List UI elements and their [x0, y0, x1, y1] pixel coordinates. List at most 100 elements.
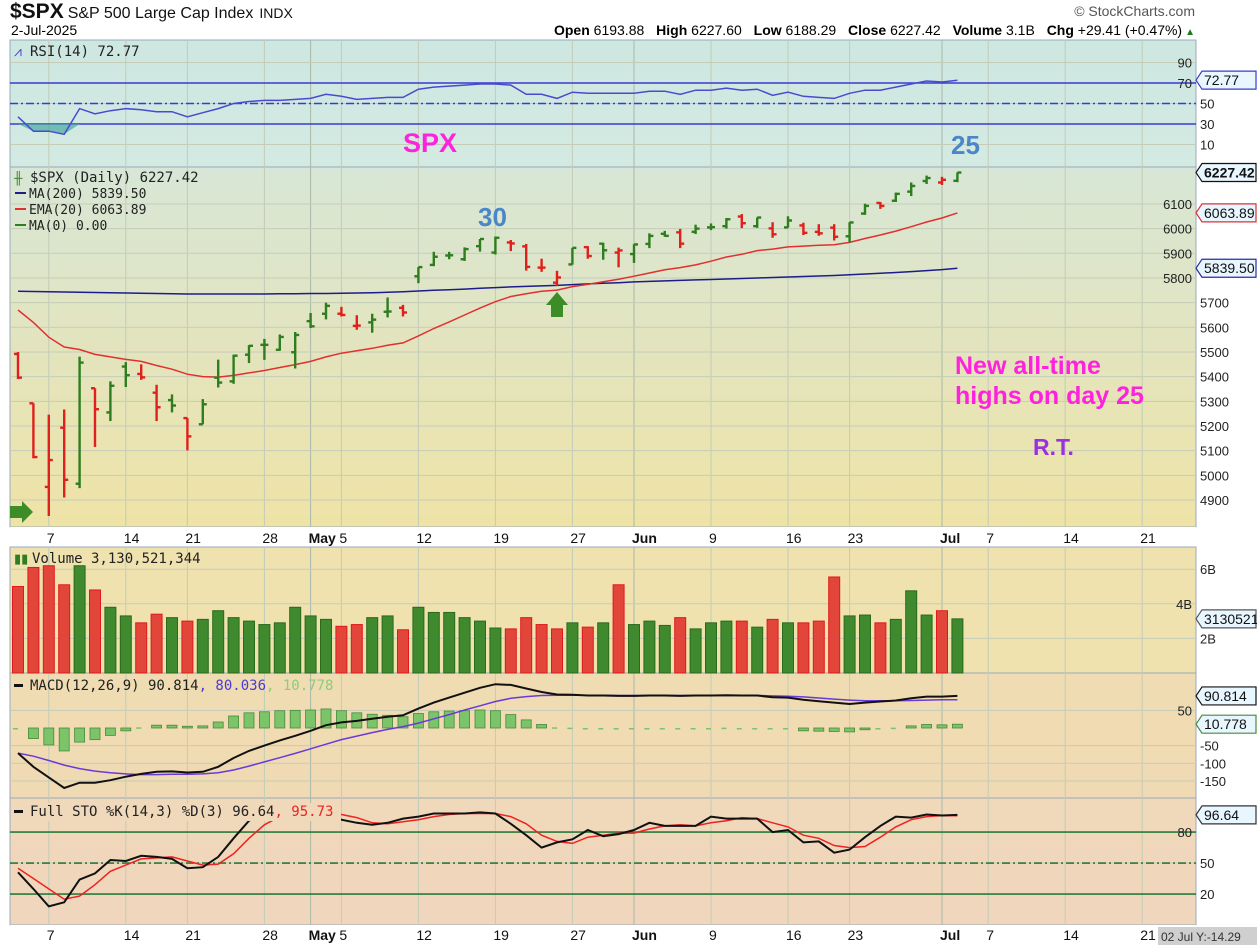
sto-k-line	[17, 810, 958, 908]
macd-histogram-bar	[197, 725, 209, 729]
volume-bar	[227, 617, 240, 674]
macd-histogram-bar	[136, 727, 142, 729]
y-axis-label: -50	[1200, 739, 1219, 754]
y-axis-label: -100	[1200, 756, 1226, 771]
price-bar	[876, 201, 885, 209]
legend-swatch	[14, 810, 23, 813]
y-axis-label: -150	[1200, 774, 1226, 789]
macd-histogram-bar	[74, 727, 85, 743]
price-bar	[429, 251, 438, 267]
macd-histogram-bar	[752, 728, 758, 730]
volume-bar	[335, 625, 348, 674]
volume-legend-part-0: Volume 3,130,521,344	[32, 551, 201, 567]
macd-histogram-bar	[13, 728, 18, 730]
macd-histogram-bar	[258, 711, 270, 729]
price-bar	[460, 247, 469, 261]
price-bar	[768, 222, 777, 238]
price-bar	[368, 313, 377, 333]
price-bar	[907, 182, 916, 197]
y-axis-label: 5600	[1200, 320, 1229, 335]
macd-histogram-bar	[58, 727, 70, 752]
macd-histogram-bar	[181, 725, 193, 729]
volume-bar	[27, 566, 40, 674]
volume-bar	[797, 622, 810, 674]
date-axis-label: 12	[416, 927, 432, 943]
rsi-oversold-fill	[18, 124, 80, 135]
volume-bar	[689, 628, 702, 674]
price-bar	[830, 224, 839, 241]
macd-histogram-bar	[366, 713, 378, 729]
macd-histogram-bar	[952, 723, 963, 729]
y-axis-label: 5400	[1200, 370, 1229, 385]
macd-histogram-bar	[690, 728, 696, 730]
volume-bar	[42, 565, 55, 674]
chart-title: $SPX S&P 500 Large Cap Index INDX	[10, 0, 293, 24]
macd-histogram-bar	[721, 727, 727, 730]
volume-bar	[566, 622, 579, 674]
macd-histogram-bar	[675, 728, 681, 730]
y-axis-label: 50	[1200, 856, 1214, 871]
volume-bar	[628, 624, 640, 674]
volume-bar	[243, 620, 255, 674]
volume-bar	[58, 584, 71, 674]
price-bar	[784, 216, 792, 229]
y-axis-label: 4900	[1200, 493, 1229, 508]
date-axis-label: 23	[848, 530, 864, 546]
macd-histogram-bar	[474, 709, 486, 729]
watermark: © StockCharts.com	[1074, 3, 1195, 19]
macd-hist-value-tag: 10.778	[1204, 716, 1247, 732]
macd-histogram-bar	[844, 727, 855, 733]
annotation-note: New all-time highs on day 25	[955, 351, 1144, 411]
volume-bar	[412, 606, 425, 674]
overlay-legend: MA(0) 0.00	[29, 219, 107, 234]
y-axis-label: 2B	[1200, 631, 1216, 646]
volume-bar	[874, 622, 887, 674]
volume-bar	[350, 624, 363, 674]
macd-histogram-bar	[598, 728, 604, 730]
volume-bar	[458, 617, 471, 674]
volume-bar	[520, 617, 533, 674]
macd-histogram-bar	[151, 724, 163, 729]
macd-histogram-bar	[644, 728, 650, 730]
annotation-day-25: 25	[951, 130, 980, 160]
up-triangle-icon: ▲	[1185, 27, 1195, 38]
annotation-day-30: 30	[478, 202, 507, 232]
price-bar	[537, 258, 546, 272]
macd-legend: MACD(12,26,9) 90.814, 80.036, 10.778	[30, 678, 333, 694]
macd-histogram-bar	[921, 724, 932, 729]
volume-bar	[812, 620, 825, 674]
macd-histogram-bar	[305, 709, 317, 729]
y-axis-label: 5200	[1200, 419, 1229, 434]
date-axis-label: 16	[786, 927, 802, 943]
volume-bar	[427, 611, 440, 674]
macd-histogram-bar	[783, 728, 788, 730]
volume-bar	[597, 622, 610, 674]
volume-bar	[674, 617, 687, 674]
overlay-legend: MA(200) 5839.50	[29, 187, 146, 202]
date-axis-label: 19	[493, 530, 509, 546]
date-axis-label: May	[309, 927, 336, 943]
price-bar	[922, 175, 931, 184]
price-bar	[322, 302, 330, 320]
volume-bar	[489, 627, 502, 674]
volume-bar	[735, 620, 748, 674]
date-axis-label: 7	[986, 530, 994, 546]
price-bar	[707, 223, 715, 231]
volume-bar	[181, 620, 194, 674]
date-axis-label: 28	[262, 927, 278, 943]
volume-bar	[289, 606, 302, 674]
macd-histogram-bar	[228, 715, 240, 729]
date-axis-label: 19	[493, 927, 509, 943]
date-axis-label: 21	[185, 530, 201, 546]
y-axis-label: 70	[1178, 76, 1192, 91]
price-legend: $SPX (Daily) 6227.42	[30, 170, 199, 186]
ma200-value-tag: 5839.50	[1204, 260, 1255, 276]
y-axis-label: 4B	[1176, 597, 1192, 612]
date-axis-label: 5	[339, 530, 347, 546]
date-axis-label: 27	[570, 530, 586, 546]
open-value: 6193.88	[593, 22, 645, 38]
volume-bar	[581, 626, 594, 674]
price-bar	[737, 214, 746, 229]
volume-bar	[936, 610, 948, 674]
